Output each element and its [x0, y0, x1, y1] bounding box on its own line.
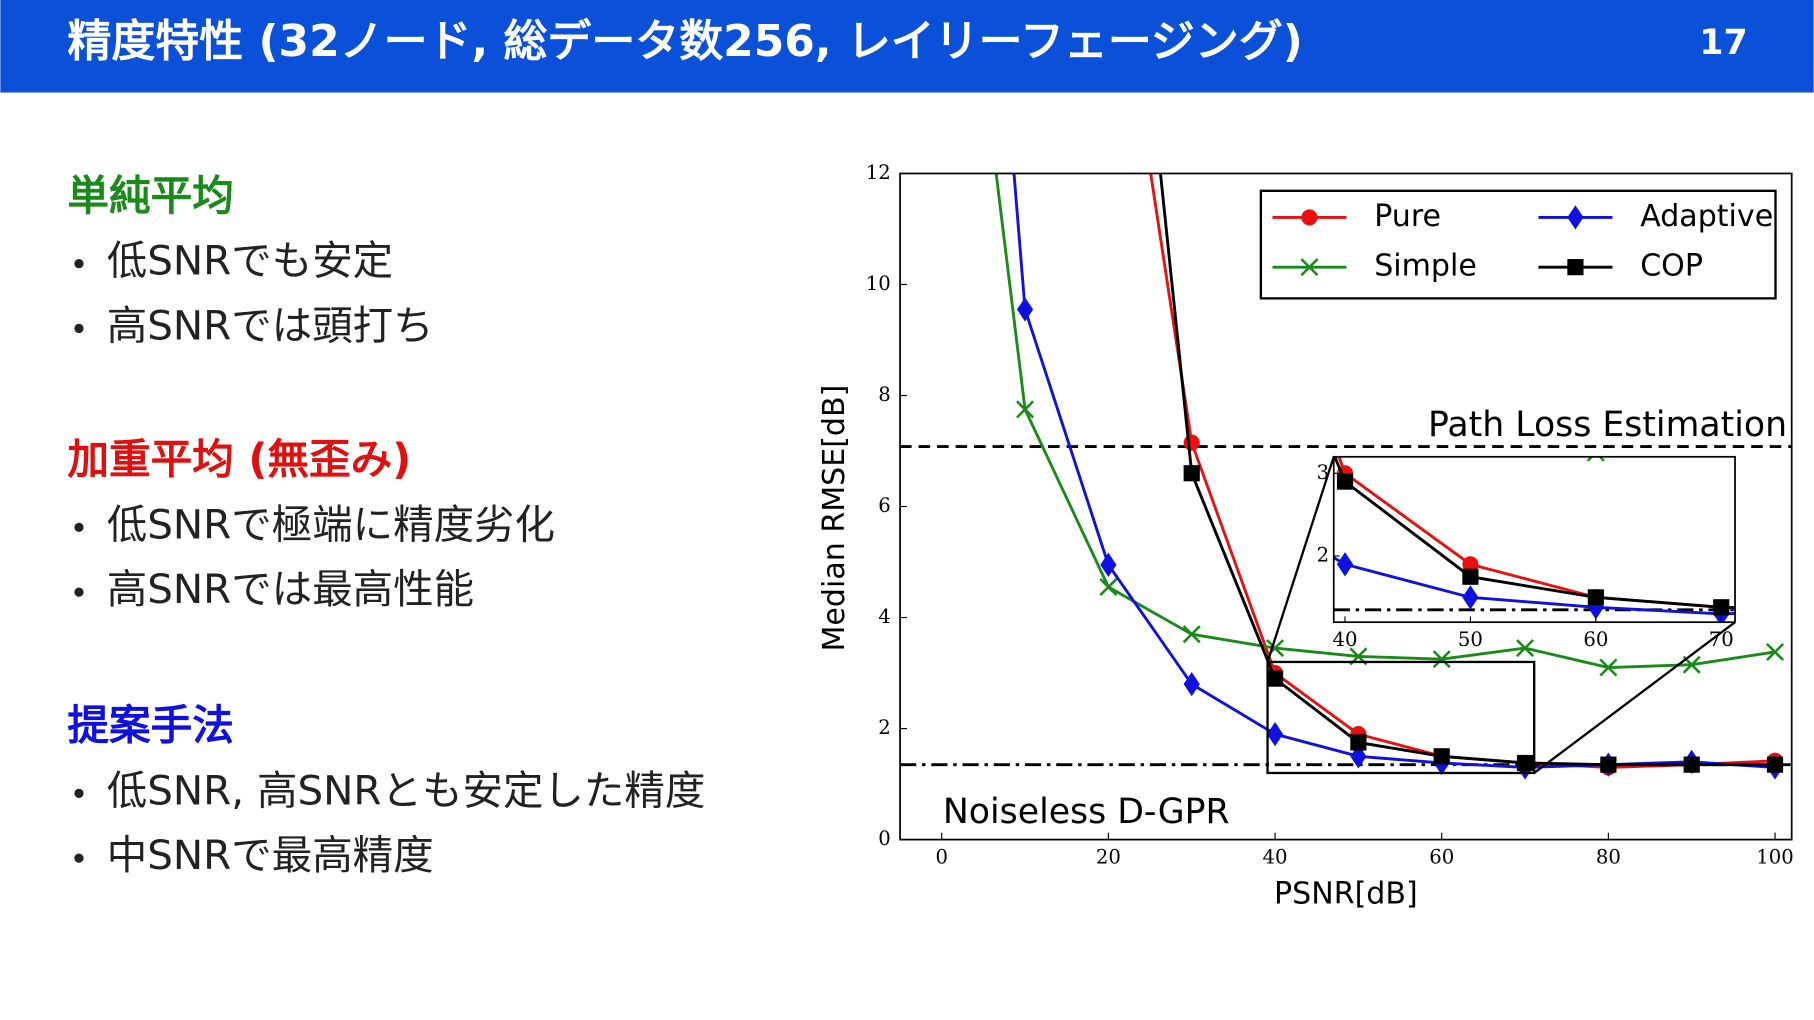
legend-marker [1301, 209, 1318, 226]
marker [1516, 639, 1535, 658]
marker [1183, 465, 1200, 482]
marker [1212, 122, 1228, 138]
legend-box [1259, 189, 1777, 300]
bullet-dot [74, 788, 84, 798]
x-tick-label: 100 [1756, 846, 1794, 869]
inset-plot [1086, 122, 1736, 623]
bullet-text: 中SNRで最高精度 [107, 831, 434, 879]
marker [1599, 658, 1618, 677]
plot-area [900, 173, 1792, 780]
marker [1462, 556, 1479, 573]
bullet-text: 高SNRでは最高性能 [107, 565, 474, 613]
zoom-connector [1266, 456, 1335, 663]
y-tick-label: 8 [878, 383, 891, 406]
marker [1433, 748, 1450, 765]
y-tick-label: 6 [878, 494, 891, 517]
legend-label: Pure [1374, 199, 1441, 234]
bullet-text: 低SNRで極端に精度劣化 [107, 500, 555, 548]
marker [1713, 599, 1730, 616]
y-tick-label: 4 [878, 605, 891, 628]
section-heading: 加重平均 (無歪み) [67, 435, 411, 484]
marker [1683, 756, 1700, 773]
marker [1266, 670, 1284, 687]
zoom-connector [1533, 621, 1736, 774]
marker [1099, 578, 1118, 597]
x-axis-label: PSNR[dB] [1274, 877, 1418, 912]
marker [1337, 428, 1353, 444]
annotation: Noiseless D-GPR [943, 792, 1230, 832]
slide-title: 精度特性 (32ノード, 総データ数256, レイリーフェージング) [67, 16, 1302, 67]
x-tick-label: 50 [1458, 628, 1483, 651]
marker [1182, 625, 1201, 644]
marker [1766, 756, 1784, 773]
y-tick-label: 2 [878, 716, 891, 739]
marker [1586, 456, 1605, 462]
marker [1183, 672, 1200, 697]
y-tick-label: 3 [1317, 461, 1330, 484]
marker [1266, 721, 1284, 747]
legend-label: Simple [1374, 249, 1477, 284]
bullet-dot [74, 853, 84, 863]
page-number: 17 [1699, 23, 1747, 63]
marker [1336, 552, 1354, 577]
x-tick-label: 80 [1596, 846, 1621, 869]
marker [1336, 473, 1354, 490]
annotation: Path Loss Estimation [1428, 405, 1787, 445]
marker [1516, 754, 1534, 772]
marker [1600, 756, 1617, 773]
legend-label: COP [1640, 249, 1703, 284]
marker [1212, 478, 1228, 502]
header-bar [0, 0, 1814, 93]
marker [1432, 650, 1451, 669]
marker [1587, 589, 1604, 606]
x-tick-label: 60 [1429, 846, 1454, 869]
inset-frame [1332, 455, 1736, 624]
legend-label: Adaptive [1640, 199, 1773, 234]
bullet-dot [74, 522, 84, 532]
legend-marker [1300, 258, 1319, 277]
legend-marker [1567, 259, 1584, 276]
series-line [1159, 173, 1776, 767]
marker [1212, 407, 1228, 423]
bullet-dot [74, 259, 84, 269]
section-heading: 単純平均 [67, 171, 234, 220]
x-tick-label: 60 [1583, 628, 1608, 651]
y-tick-label: 12 [866, 161, 891, 184]
y-tick-label: 2 [1317, 544, 1330, 567]
marker [1016, 400, 1035, 419]
marker [1183, 434, 1200, 451]
x-tick-label: 0 [935, 846, 948, 869]
y-tick-label: 10 [866, 272, 891, 295]
marker [1462, 568, 1479, 585]
marker [1086, 300, 1102, 324]
marker [1212, 168, 1228, 184]
bullet-dot [74, 587, 84, 597]
y-axis-label: Median RMSE[dB] [817, 385, 852, 652]
marker [1766, 642, 1785, 661]
bullet-text: 高SNRでは頭打ち [107, 301, 434, 349]
y-tick-label: 0 [878, 827, 891, 850]
x-tick-label: 20 [1096, 846, 1121, 869]
x-tick-label: 40 [1263, 846, 1288, 869]
marker [1086, 337, 1102, 353]
bullet-text: 低SNRでも安定 [107, 237, 393, 285]
zoom-box [1266, 660, 1536, 775]
bullet-text: 低SNR, 高SNRとも安定した精度 [107, 766, 706, 814]
section-heading: 提案手法 [67, 701, 234, 750]
marker [1016, 297, 1034, 322]
series-line [1149, 173, 1776, 769]
x-tick-label: 40 [1333, 628, 1358, 651]
bullet-dot [74, 323, 84, 334]
x-tick-label: 70 [1709, 628, 1734, 651]
inset-bg [1333, 456, 1736, 623]
series-line [1012, 173, 1776, 769]
marker [1350, 734, 1367, 751]
legend-marker [1567, 205, 1584, 230]
